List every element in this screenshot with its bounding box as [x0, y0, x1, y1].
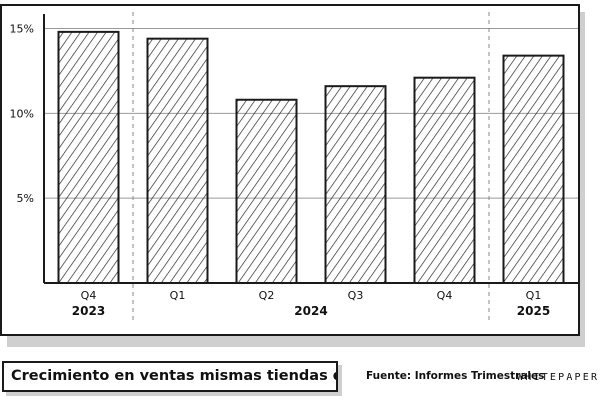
bar [146, 37, 209, 284]
x-tick-label: Q1 [526, 289, 542, 302]
year-label: 2023 [72, 304, 105, 318]
year-label: 2025 [517, 304, 550, 318]
year-label: 2024 [294, 304, 327, 318]
y-tick-label: 5% [17, 192, 34, 205]
bars [57, 30, 565, 285]
x-tick-label: Q4 [81, 289, 97, 302]
brand-logo: WHITEPAPER [517, 372, 600, 383]
bar [57, 30, 120, 284]
bar [324, 85, 387, 284]
x-tick-label: Q1 [170, 289, 186, 302]
chart-frame: 5% 10% 15% Q4 Q1 Q2 Q3 Q4 Q1 2023 2024 2025 [0, 4, 585, 347]
x-tick-label: Q2 [259, 289, 275, 302]
x-tick-label: Q3 [348, 289, 364, 302]
bar [235, 98, 298, 285]
y-tick-label: 15% [10, 22, 34, 35]
chart-title: Crecimiento en ventas mismas tiendas de … [2, 361, 338, 392]
axes [43, 14, 578, 284]
bar [413, 76, 476, 284]
year-separators [132, 12, 490, 322]
x-tick-label: Q4 [437, 289, 453, 302]
source-note: Fuente: Informes Trimestrales [366, 370, 545, 382]
y-tick-label: 10% [10, 107, 34, 120]
bar [502, 54, 565, 284]
labels: 5% 10% 15% Q4 Q1 Q2 Q3 Q4 Q1 2023 2024 2025 [10, 22, 551, 318]
